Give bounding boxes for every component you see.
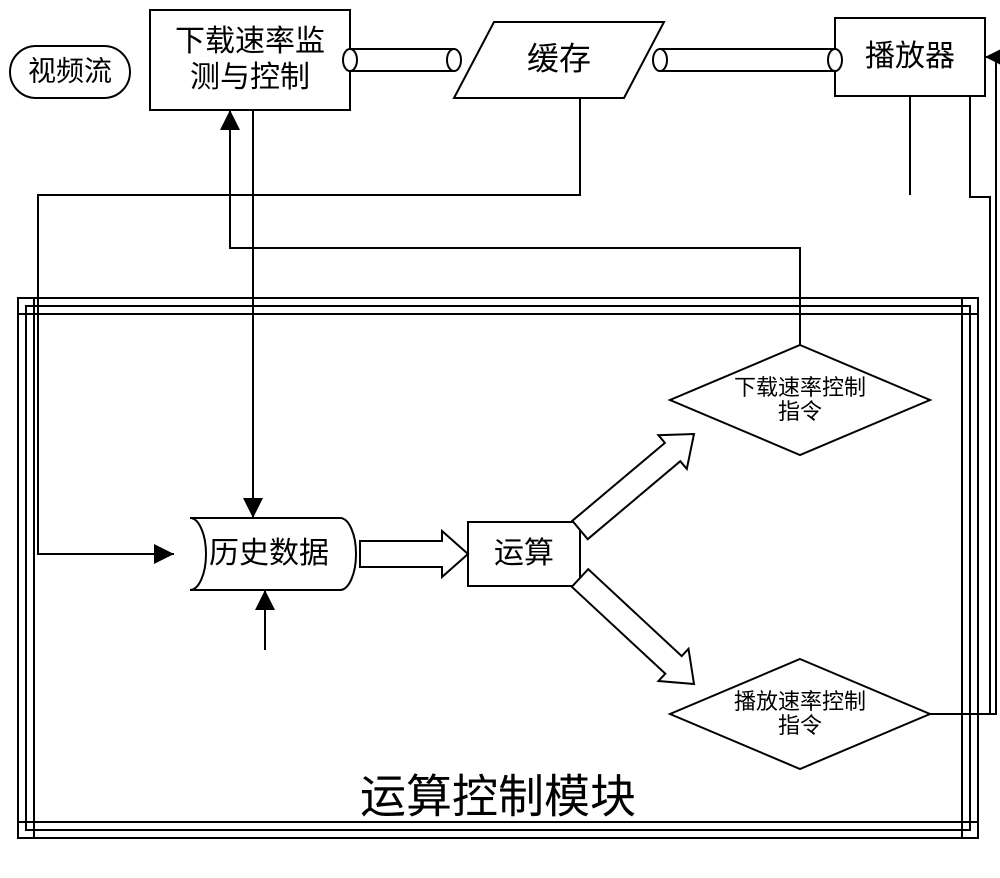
cache-label: 缓存 [527,40,591,76]
download-monitor-label-1: 下载速率监 [175,25,325,58]
arrow-compute-to-dlcmd [572,434,694,539]
line-dlcmd-to-monitor [230,110,800,345]
compute-label: 运算 [494,537,554,570]
module-title: 运算控制模块 [360,772,636,823]
download-monitor-node: 下载速率监测与控制 [150,10,350,110]
video-stream-node: 视频流 [10,46,130,98]
arrow-compute-to-playcmd [572,569,694,684]
player-label: 播放器 [865,40,955,73]
arrow-history-to-compute [360,531,468,577]
video-stream-label: 视频流 [28,55,112,87]
play-rate-cmd-node-label-2: 指令 [778,713,822,738]
download-monitor-label-2: 测与控制 [190,61,310,94]
download-rate-cmd-node-label-1: 下载速率控制 [734,375,866,400]
pipe-cache-to-player [653,49,842,71]
play-rate-cmd-node-label-1: 播放速率控制 [734,689,866,714]
cache-node: 缓存 [454,22,664,98]
pipe-monitor-to-cache [343,49,461,71]
download-rate-cmd-node: 下载速率控制指令 [670,345,930,455]
player-node: 播放器 [835,18,985,96]
history-label: 历史数据 [209,537,329,570]
download-rate-cmd-node-label-2: 指令 [778,399,822,424]
line-playcmd-route-a [930,96,990,714]
compute-node: 运算 [468,522,580,586]
diagram-canvas: 视频流下载速率监测与控制缓存播放器运算控制模块历史数据运算下载速率控制指令播放速… [0,0,1000,878]
line-cache-to-history [38,98,580,554]
play-rate-cmd-node: 播放速率控制指令 [670,659,930,769]
history-data-node: 历史数据 [190,518,356,590]
